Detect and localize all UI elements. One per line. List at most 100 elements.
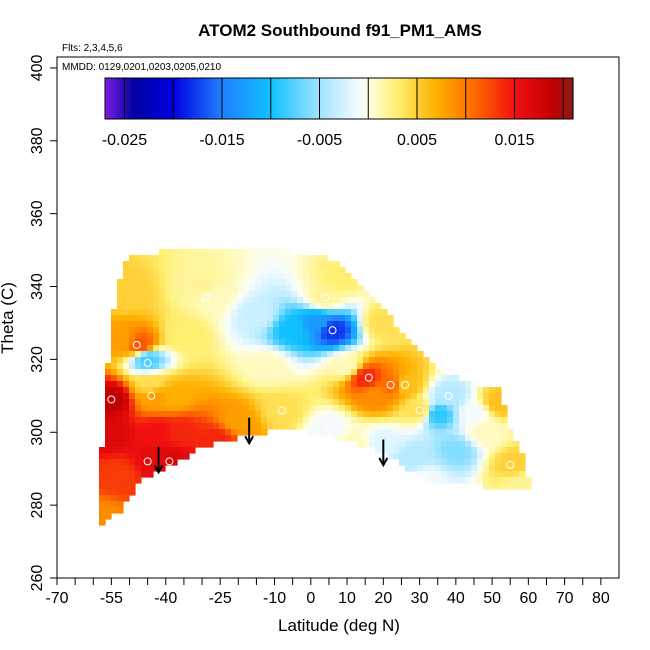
colorbar-swatch-127 — [359, 78, 362, 119]
colorbar-swatch-94 — [293, 78, 296, 119]
heat-cell-1288 — [333, 405, 340, 412]
heat-cell-1467 — [201, 423, 208, 430]
heat-cell-136 — [171, 273, 178, 280]
heat-cell-532 — [207, 327, 214, 334]
heat-cell-1874 — [117, 483, 124, 490]
heat-cell-1261 — [171, 405, 178, 412]
heat-cell-623 — [171, 339, 178, 346]
heat-cell-1510 — [459, 423, 466, 430]
heat-cell-1002 — [177, 381, 184, 388]
heat-cell-1892 — [105, 495, 112, 502]
heat-cell-1635 — [129, 441, 136, 448]
heat-cell-1667 — [465, 441, 472, 448]
heat-cell-321 — [309, 297, 316, 304]
heat-cell-208 — [129, 285, 136, 292]
heat-cell-1408 — [249, 417, 256, 424]
heat-cell-763 — [405, 351, 412, 358]
heat-cell-127 — [339, 267, 346, 274]
colorbar-swatch-117 — [339, 78, 342, 119]
heat-cell-1640 — [159, 441, 166, 448]
heat-cell-1277 — [267, 405, 274, 412]
heat-cell-1214 — [285, 399, 292, 406]
heat-cell-821 — [117, 363, 124, 370]
colorbar-swatch-26 — [157, 78, 160, 119]
heat-cell-192 — [273, 279, 280, 286]
heat-cell-729 — [201, 351, 208, 358]
heat-cell-300 — [183, 297, 190, 304]
colorbar-swatch-199 — [503, 78, 506, 119]
colorbar-swatch-167 — [439, 78, 442, 119]
heat-cell-1852 — [135, 477, 142, 484]
heat-cell-1832 — [441, 471, 448, 478]
heat-cell-189 — [255, 279, 262, 286]
heat-cell-38 — [225, 255, 232, 262]
heat-cell-482 — [189, 321, 196, 328]
heat-cell-1401 — [207, 417, 214, 424]
heat-cell-817 — [417, 357, 424, 364]
heat-cell-1304 — [429, 405, 436, 412]
colorbar-swatch-49 — [203, 78, 206, 119]
heat-cell-1298 — [393, 405, 400, 412]
heat-cell-270 — [255, 291, 262, 298]
colorbar-swatch-114 — [333, 78, 336, 119]
colorbar-swatch-217 — [539, 78, 542, 119]
heat-cell-699 — [327, 345, 334, 352]
heat-cell-516 — [111, 327, 118, 334]
heat-cell-1015 — [255, 381, 262, 388]
data-point-5 — [165, 457, 174, 466]
heat-cell-1509 — [453, 423, 460, 430]
colorbar-swatch-170 — [445, 78, 448, 119]
heat-cell-727 — [189, 351, 196, 358]
heat-cell-1762 — [147, 459, 154, 466]
heat-cell-1589 — [165, 435, 172, 442]
heat-cell-292 — [135, 297, 142, 304]
heat-cell-1545 — [309, 429, 316, 436]
heat-cell-323 — [321, 297, 328, 304]
heat-cell-1149 — [291, 393, 298, 400]
colorbar-swatch-173 — [451, 78, 454, 119]
heat-cell-686 — [249, 345, 256, 352]
heat-cell-1144 — [261, 393, 268, 400]
colorbar-swatch-32 — [169, 78, 172, 119]
heat-cell-1592 — [183, 435, 190, 442]
colorbar-swatch-143 — [391, 78, 394, 119]
heat-cell-1655 — [393, 441, 400, 448]
heat-cell-890 — [201, 369, 208, 376]
colorbar-swatch-85 — [275, 78, 278, 119]
heat-cell-585 — [237, 333, 244, 340]
heat-cell-437 — [201, 315, 208, 322]
heat-cell-1005 — [195, 381, 202, 388]
heat-cell-634 — [237, 339, 244, 346]
heat-cell-846 — [267, 363, 274, 370]
heat-cell-329 — [357, 297, 364, 304]
heat-cell-354 — [249, 303, 256, 310]
heat-cell-894 — [225, 369, 232, 376]
heat-cell-714 — [111, 351, 118, 358]
heat-cell-1252 — [117, 405, 124, 412]
heat-cell-1376 — [459, 411, 466, 418]
heat-cell-1173 — [435, 393, 442, 400]
colorbar-swatch-16 — [137, 78, 140, 119]
heat-cell-296 — [159, 297, 166, 304]
heat-cell-247 — [117, 291, 124, 298]
heat-cell-895 — [231, 369, 238, 376]
heat-cell-547 — [297, 327, 304, 334]
heat-cell-694 — [297, 345, 304, 352]
heat-cell-387 — [177, 309, 184, 316]
heat-cell-1356 — [339, 411, 346, 418]
heat-cell-507 — [339, 321, 346, 328]
heat-cell-17 — [261, 249, 268, 256]
colorbar-swatch-87 — [279, 78, 282, 119]
heat-cell-1121 — [123, 393, 130, 400]
heat-cell-1801 — [417, 465, 424, 472]
heat-cell-1425 — [351, 417, 358, 424]
heat-cell-866 — [387, 363, 394, 370]
heat-cell-640 — [273, 339, 280, 346]
heat-cell-1498 — [387, 423, 394, 430]
heat-cell-1327 — [165, 411, 172, 418]
heat-cell-1350 — [303, 411, 310, 418]
heat-cell-1824 — [129, 471, 136, 478]
heat-cell-725 — [177, 351, 184, 358]
heat-cell-1905 — [105, 513, 112, 520]
heat-cell-1364 — [387, 411, 394, 418]
